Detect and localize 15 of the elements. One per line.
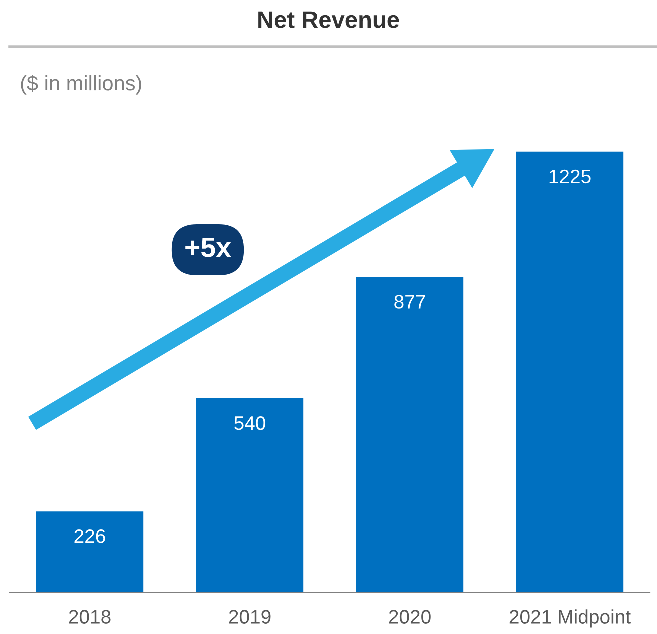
data-label: 1225 [550, 170, 591, 184]
data-label: 877 [394, 295, 426, 309]
data-label: 226 [74, 530, 106, 544]
x-tick-label: 2021 Midpoint [510, 610, 631, 628]
bar [36, 512, 144, 593]
data-label: 540 [234, 416, 266, 430]
x-tick-label: 2018 [69, 610, 111, 624]
chart-title: Net Revenue [258, 12, 400, 28]
bar [356, 277, 464, 593]
bar [196, 398, 304, 593]
annotation: +5x [186, 238, 232, 258]
chart-subtitle: ($ in millions) [21, 75, 142, 95]
bar [516, 152, 624, 593]
x-tick-label: 2019 [229, 610, 271, 624]
x-tick-label: 2020 [389, 610, 431, 624]
